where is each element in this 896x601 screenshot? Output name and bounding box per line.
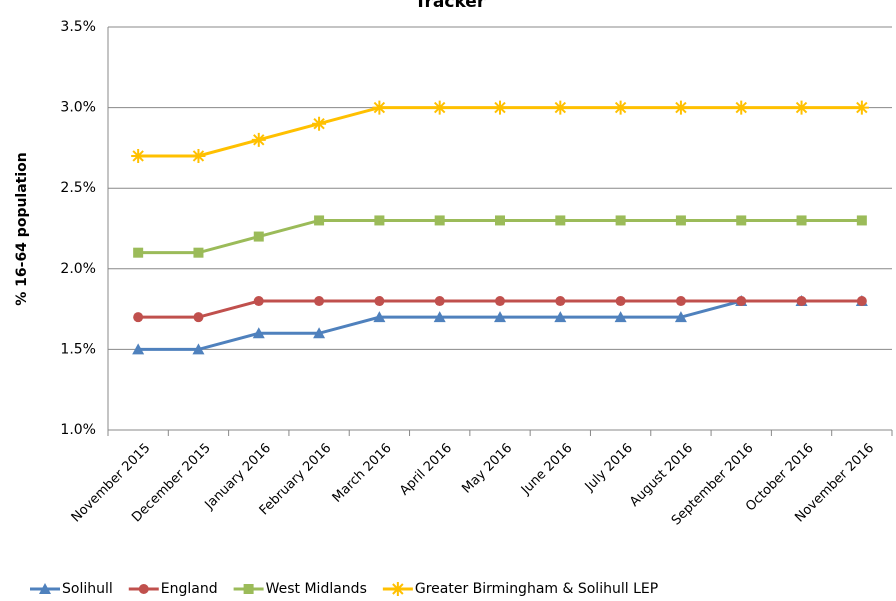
data-point [494, 311, 506, 323]
data-point [734, 100, 749, 115]
data-point [736, 296, 747, 307]
data-point [675, 296, 686, 307]
data-point [736, 215, 747, 226]
series-line [138, 106, 862, 158]
data-point [191, 148, 206, 163]
data-point [253, 296, 264, 307]
y-tick-label: 2.5% [60, 180, 96, 196]
data-point [493, 100, 507, 115]
x-tick-label: May 2016 [459, 441, 515, 497]
data-point [553, 100, 568, 115]
data-point [615, 215, 626, 226]
data-point [554, 311, 567, 323]
data-point [132, 343, 145, 355]
data-point [495, 296, 505, 307]
y-axis-label: % 16-64 population [14, 152, 30, 306]
legend-label: Solihull [62, 581, 113, 597]
data-point [432, 100, 447, 115]
y-tick-label: 3.5% [60, 19, 96, 35]
data-point [374, 296, 385, 307]
x-tick-label: March 2016 [330, 441, 395, 506]
y-tick-label: 3.0% [60, 100, 96, 116]
legend-item: England [128, 581, 218, 597]
data-point [555, 215, 566, 226]
data-point [192, 343, 205, 355]
data-point [675, 215, 686, 226]
legend-label: West Midlands [266, 581, 367, 597]
data-point [614, 311, 627, 323]
data-point [312, 116, 327, 131]
legend-item: West Midlands [233, 581, 367, 597]
x-tick-label: July 2016 [582, 441, 636, 495]
data-point [673, 100, 688, 115]
data-point [434, 215, 445, 226]
data-point [314, 215, 325, 226]
data-point [133, 312, 144, 323]
legend-marker [243, 584, 254, 594]
series-line [138, 299, 862, 351]
data-point [796, 296, 807, 307]
y-tick-label: 1.5% [60, 341, 96, 357]
data-point [251, 132, 266, 147]
data-point [133, 247, 144, 258]
data-point [555, 296, 566, 307]
data-point [374, 215, 385, 226]
data-point [252, 327, 265, 339]
data-point [613, 100, 628, 115]
data-point [674, 311, 687, 323]
y-tick-label: 2.0% [60, 261, 96, 277]
data-point [372, 100, 387, 115]
data-point [433, 311, 446, 323]
data-point [314, 296, 325, 307]
legend-item: Solihull [30, 581, 113, 597]
data-point [854, 100, 869, 115]
legend-label: England [161, 581, 218, 597]
data-point [253, 231, 264, 242]
data-point [796, 215, 807, 226]
x-tick-label: June 2016 [518, 441, 576, 499]
data-point [434, 296, 445, 307]
data-point [794, 100, 809, 115]
data-point [615, 296, 626, 307]
y-tick-label: 1.0% [60, 422, 96, 438]
data-point [313, 327, 326, 339]
legend-marker [390, 582, 405, 596]
data-point [495, 215, 505, 226]
data-point [856, 215, 867, 226]
legend-item: Greater Birmingham & Solihull LEP [382, 581, 658, 597]
x-tick-label: April 2016 [397, 441, 455, 499]
data-point [131, 148, 146, 163]
legend-label: Greater Birmingham & Solihull LEP [415, 581, 658, 597]
legend-marker [138, 584, 149, 594]
chart-title: Tracker [415, 0, 486, 12]
data-point [373, 311, 386, 323]
data-point [856, 296, 867, 307]
data-point [193, 247, 204, 258]
data-point [193, 312, 204, 323]
legend-marker [39, 583, 51, 594]
